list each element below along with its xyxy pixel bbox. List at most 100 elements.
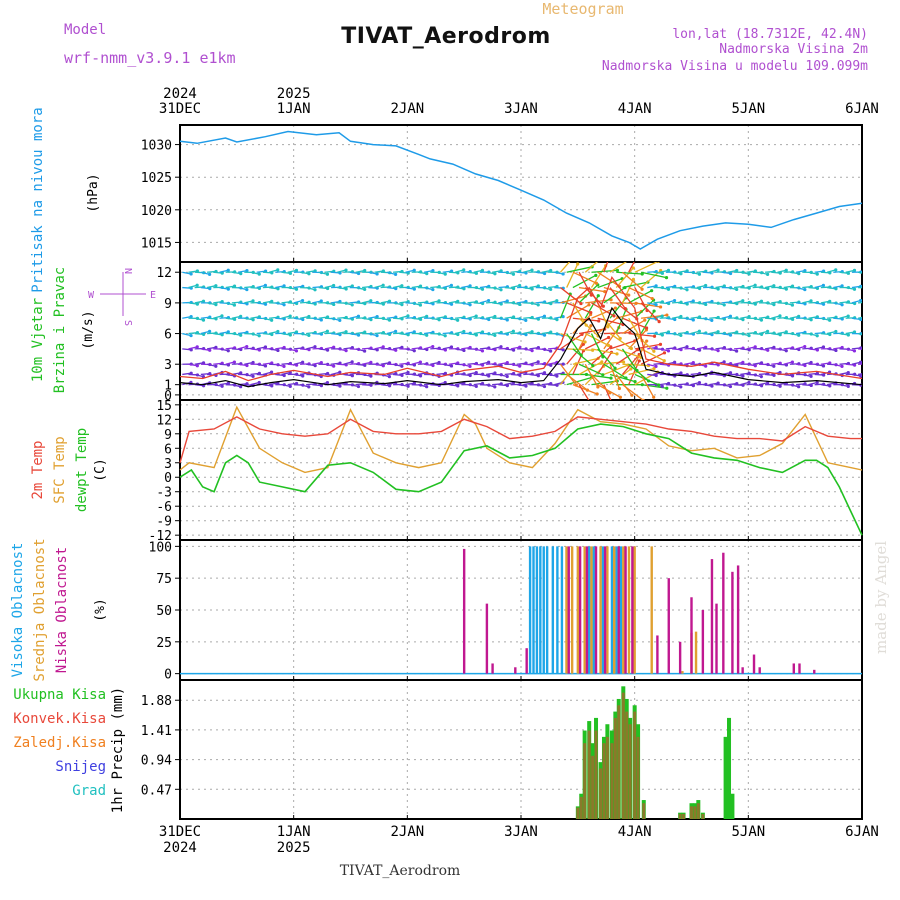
wind-arrow-head xyxy=(363,330,367,334)
wind-arrow-head xyxy=(606,343,611,347)
wind-arrow-head xyxy=(741,360,745,364)
wind-arrow-head xyxy=(654,303,658,307)
wind-arrow xyxy=(622,363,649,367)
wind-arrow-head xyxy=(400,364,404,368)
high-cloud-bar xyxy=(539,546,542,674)
mid-cloud-bar xyxy=(606,546,609,674)
wind-arrow-head xyxy=(747,315,751,319)
y-tick-label: 6 xyxy=(164,442,172,457)
wind-arrow-head xyxy=(834,348,838,353)
wind-arrow-head xyxy=(852,287,857,291)
wind-arrow-head xyxy=(609,376,613,380)
pressure-unit-label: (hPa) xyxy=(86,173,101,212)
wind-arrow-head xyxy=(846,384,850,388)
conv-precip-bar xyxy=(599,768,603,819)
conv-precip-bar xyxy=(693,806,697,819)
wind-arrow-head xyxy=(657,319,661,324)
total-precip-bar xyxy=(727,717,732,819)
wind-arrow-head xyxy=(710,384,714,388)
wind-arrow-head xyxy=(772,303,776,307)
y-tick-label: 12 xyxy=(156,413,172,428)
wind-arrow-head xyxy=(660,271,665,275)
wind-arrow-head xyxy=(338,370,342,374)
conv-precip-bar xyxy=(617,705,621,819)
conv-precip-bar xyxy=(625,711,629,819)
wind-arrow xyxy=(578,317,599,337)
conv-precip-bar xyxy=(591,755,595,819)
wind-arrow-head xyxy=(493,272,497,276)
wind-arrow xyxy=(609,262,628,273)
wind-arrow-head xyxy=(753,364,757,368)
wind-arrow-head xyxy=(815,272,819,276)
wind-arrow-head xyxy=(208,348,212,352)
wind-arrow-head xyxy=(784,349,788,353)
wind-arrow-head xyxy=(759,361,764,365)
wind-arrow-head xyxy=(524,333,528,337)
wind-arrow-head xyxy=(637,359,641,363)
wind-arrow-head xyxy=(679,314,683,319)
wind-arrow-head xyxy=(431,344,435,349)
wind-arrow-head xyxy=(865,286,868,289)
wind-arrow-head xyxy=(613,407,616,410)
low-cloud-bar xyxy=(525,648,528,674)
wind-arrow-head xyxy=(350,360,354,364)
wind-arrow-head xyxy=(858,298,862,303)
wind-arrow-head xyxy=(685,302,689,306)
y-tick-label: 12 xyxy=(156,266,172,281)
wind-arrow-head xyxy=(631,277,636,281)
compass-east: E xyxy=(150,290,156,301)
wind-arrow-head xyxy=(840,303,844,307)
wind-arrow-head xyxy=(412,381,416,385)
wind-arrow-head xyxy=(536,303,540,307)
wind-arrow xyxy=(609,363,620,389)
wind-arrow-head xyxy=(584,323,588,327)
y-tick-label: 50 xyxy=(156,604,172,619)
wind-arrow-head xyxy=(766,287,770,291)
wind-arrow-head xyxy=(574,383,578,387)
wind-arrow-head xyxy=(486,298,491,303)
wind-arrow-head xyxy=(493,385,497,389)
wind-arrow-head xyxy=(418,360,423,364)
wind-arrow-head xyxy=(772,284,776,288)
y-tick-label: 1.41 xyxy=(141,724,172,739)
wind-arrow-head xyxy=(313,302,317,306)
wind-arrow xyxy=(628,329,647,350)
y-tick-label: -12 xyxy=(149,529,172,544)
dewpoint-axis-label: dewpt Temp xyxy=(74,428,90,512)
wind-arrow-head xyxy=(307,333,311,338)
y-tick-label: 3 xyxy=(164,358,172,373)
wind-arrow-head xyxy=(524,299,528,304)
wind-arrow-head xyxy=(381,364,385,368)
wind-arrow-head xyxy=(809,318,813,322)
wind-arrow-head xyxy=(618,395,623,399)
wind-arrow xyxy=(578,363,604,376)
high-cloud-bar xyxy=(535,546,539,674)
wind-arrow-head xyxy=(865,348,868,351)
temp-unit-label: (C) xyxy=(93,458,108,481)
wind-arrow-head xyxy=(778,384,782,388)
low-cloud-bar xyxy=(656,635,659,674)
low-cloud-axis-label: Niska Oblacnost xyxy=(54,547,70,673)
top-date-label: 5JAN xyxy=(731,101,765,117)
wind-arrow-head xyxy=(443,380,447,385)
wind-arrow xyxy=(857,373,862,376)
wind-arrow-head xyxy=(747,333,751,338)
conv-precip-bar xyxy=(678,813,682,819)
wind-arrow-head xyxy=(263,302,268,306)
panel-frame xyxy=(179,679,863,820)
wind-arrow xyxy=(566,266,593,273)
wind-arrow-head xyxy=(660,314,664,318)
mid-cloud-bar xyxy=(694,631,698,674)
low-cloud-bar xyxy=(617,546,620,674)
wind-arrow-head xyxy=(232,360,237,364)
wind-arrow-head xyxy=(449,302,454,306)
wind-arrow-head xyxy=(607,335,611,340)
wind-arrow-head xyxy=(480,330,485,334)
wind-arrow-head xyxy=(840,284,844,288)
wind-arrow xyxy=(566,333,582,356)
wind-arrow xyxy=(597,271,620,287)
wind-arrow-head xyxy=(561,272,565,276)
wind-arrow-head xyxy=(419,317,423,321)
wind-arrow xyxy=(560,295,586,304)
wind-arrow-head xyxy=(456,384,460,388)
